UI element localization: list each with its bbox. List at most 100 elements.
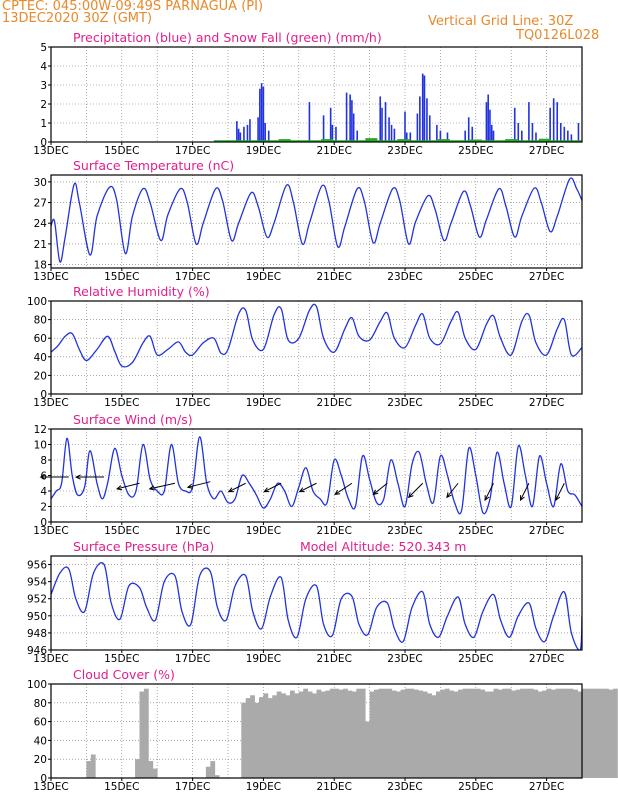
- precip-bar: [329, 107, 332, 142]
- cloud-bar: [555, 688, 561, 778]
- rh-title: Relative Humidity (%): [73, 284, 210, 299]
- precip-bar: [331, 124, 334, 142]
- wind-vector: [520, 483, 530, 501]
- precip-bar: [556, 102, 559, 142]
- cloud-xtick-label: 13DEC: [33, 781, 68, 793]
- precip-bar: [487, 94, 489, 142]
- cloud-bar: [214, 775, 220, 778]
- precip-ytick-label: 5: [40, 42, 47, 54]
- wind-vector-head: [519, 495, 525, 502]
- cloud-ytick-label: 40: [34, 735, 47, 747]
- precip-bar: [345, 92, 348, 142]
- pressure-ytick-label: 946: [27, 645, 47, 657]
- precip-ytick-label: 3: [40, 80, 47, 92]
- cloud-bar: [559, 688, 565, 778]
- wind-vector: [555, 483, 565, 501]
- cloud-bar: [334, 688, 340, 778]
- cloud-xtick-label: 23DEC: [387, 781, 422, 793]
- cloud-bar: [347, 690, 353, 778]
- pressure-xtick-label: 23DEC: [387, 653, 422, 665]
- precip-xtick-label: 19DEC: [246, 145, 281, 157]
- cloud-xtick-label: 15DEC: [104, 781, 139, 793]
- precip-bar: [577, 123, 580, 142]
- wind-vector-head: [116, 485, 123, 491]
- precip-xtick-label: 15DEC: [104, 145, 139, 157]
- cloud-bar: [608, 689, 614, 778]
- cloud-xtick-label: 19DEC: [246, 781, 281, 793]
- cloud-bar: [564, 688, 570, 778]
- cloud-bar: [551, 689, 556, 778]
- wind-xtick-label: 27DEC: [529, 525, 564, 537]
- precip-frame: [50, 46, 583, 143]
- precip-bar: [322, 115, 325, 142]
- precip-bar: [428, 115, 431, 142]
- temp-xtick-label: 23DEC: [387, 271, 422, 283]
- precip-bar: [489, 109, 491, 142]
- cloud-bar: [471, 688, 477, 778]
- pressure-title: Surface Pressure (hPa): [73, 539, 214, 554]
- precip-xtick-label: 21DEC: [316, 145, 351, 157]
- cloud-panel: 0 20 40 60 80 100 13DEC 15DEC 17DEC 19DEC 21DEC 23D…: [27, 667, 618, 793]
- cloud-bar: [356, 688, 362, 778]
- cloud-bar: [276, 691, 282, 778]
- cloud-bar: [533, 689, 539, 778]
- precip-xtick-label: 25DEC: [458, 145, 493, 157]
- wind-vector: [228, 482, 246, 493]
- cloud-bar: [595, 688, 601, 778]
- cloud-bar: [263, 693, 269, 778]
- rh-ytick-label: 20: [34, 370, 47, 382]
- wind-vector-head: [372, 489, 379, 496]
- cloud-bar: [427, 693, 432, 778]
- temp-xtick-label: 21DEC: [316, 271, 351, 283]
- precip-bar: [552, 98, 555, 142]
- wind-vector-head: [298, 487, 305, 493]
- precip-bar: [404, 111, 406, 142]
- cloud-bar: [475, 688, 481, 778]
- wind-xtick-label: 25DEC: [458, 525, 493, 537]
- precip-xtick-label: 23DEC: [387, 145, 422, 157]
- wind-vector-head: [446, 492, 452, 499]
- cloud-bar: [329, 688, 335, 778]
- precip-bar: [384, 102, 387, 142]
- precip-bar: [559, 123, 562, 142]
- precip-ytick-label: 4: [40, 61, 47, 73]
- rh-xtick-label: 19DEC: [246, 397, 281, 409]
- cloud-bar: [307, 691, 313, 778]
- precip-panel: 0 1 2 3 4 5 13DEC 15DEC 17DEC 19DEC 21DEC 23DEC 25DE…: [33, 30, 583, 157]
- wind-ytick-label: 6: [40, 471, 47, 483]
- precip-ytick-label: 0: [40, 137, 47, 149]
- cloud-bar: [413, 689, 419, 778]
- rh-xtick-label: 23DEC: [387, 397, 422, 409]
- precip-bar: [535, 132, 537, 142]
- pressure-ytick-label: 952: [27, 594, 47, 606]
- cloud-bar: [320, 691, 326, 778]
- wind-ytick-label: 0: [40, 517, 47, 529]
- header-grid-line: Vertical Grid Line: 30Z: [428, 14, 574, 29]
- temp-frame: [50, 174, 583, 269]
- pressure-xtick-label: 19DEC: [246, 653, 281, 665]
- wind-vector: [299, 482, 317, 493]
- cloud-bar: [573, 689, 578, 778]
- cloud-bar: [241, 702, 247, 778]
- precip-xtick-label: 27DEC: [529, 145, 564, 157]
- cloud-bar: [604, 688, 609, 778]
- precip-bar: [351, 100, 353, 142]
- cloud-bar: [316, 689, 322, 778]
- cloud-bar: [520, 688, 525, 778]
- temp-xtick-label: 27DEC: [529, 271, 564, 283]
- rh-xtick-label: 25DEC: [458, 397, 493, 409]
- precip-ytick-label: 2: [40, 99, 47, 111]
- pressure-line: [51, 562, 582, 650]
- cloud-bar: [298, 691, 304, 778]
- wind-vector-head: [484, 495, 490, 502]
- precip-bar: [246, 124, 249, 142]
- wind-ytick-label: 12: [34, 424, 47, 436]
- cloud-bar: [360, 688, 366, 778]
- precip-bar: [570, 134, 573, 142]
- cloud-bar: [135, 759, 140, 778]
- cloud-bar: [502, 688, 508, 778]
- cloud-bar: [524, 688, 530, 778]
- cloud-bar: [267, 698, 273, 778]
- cloud-bar: [365, 721, 370, 778]
